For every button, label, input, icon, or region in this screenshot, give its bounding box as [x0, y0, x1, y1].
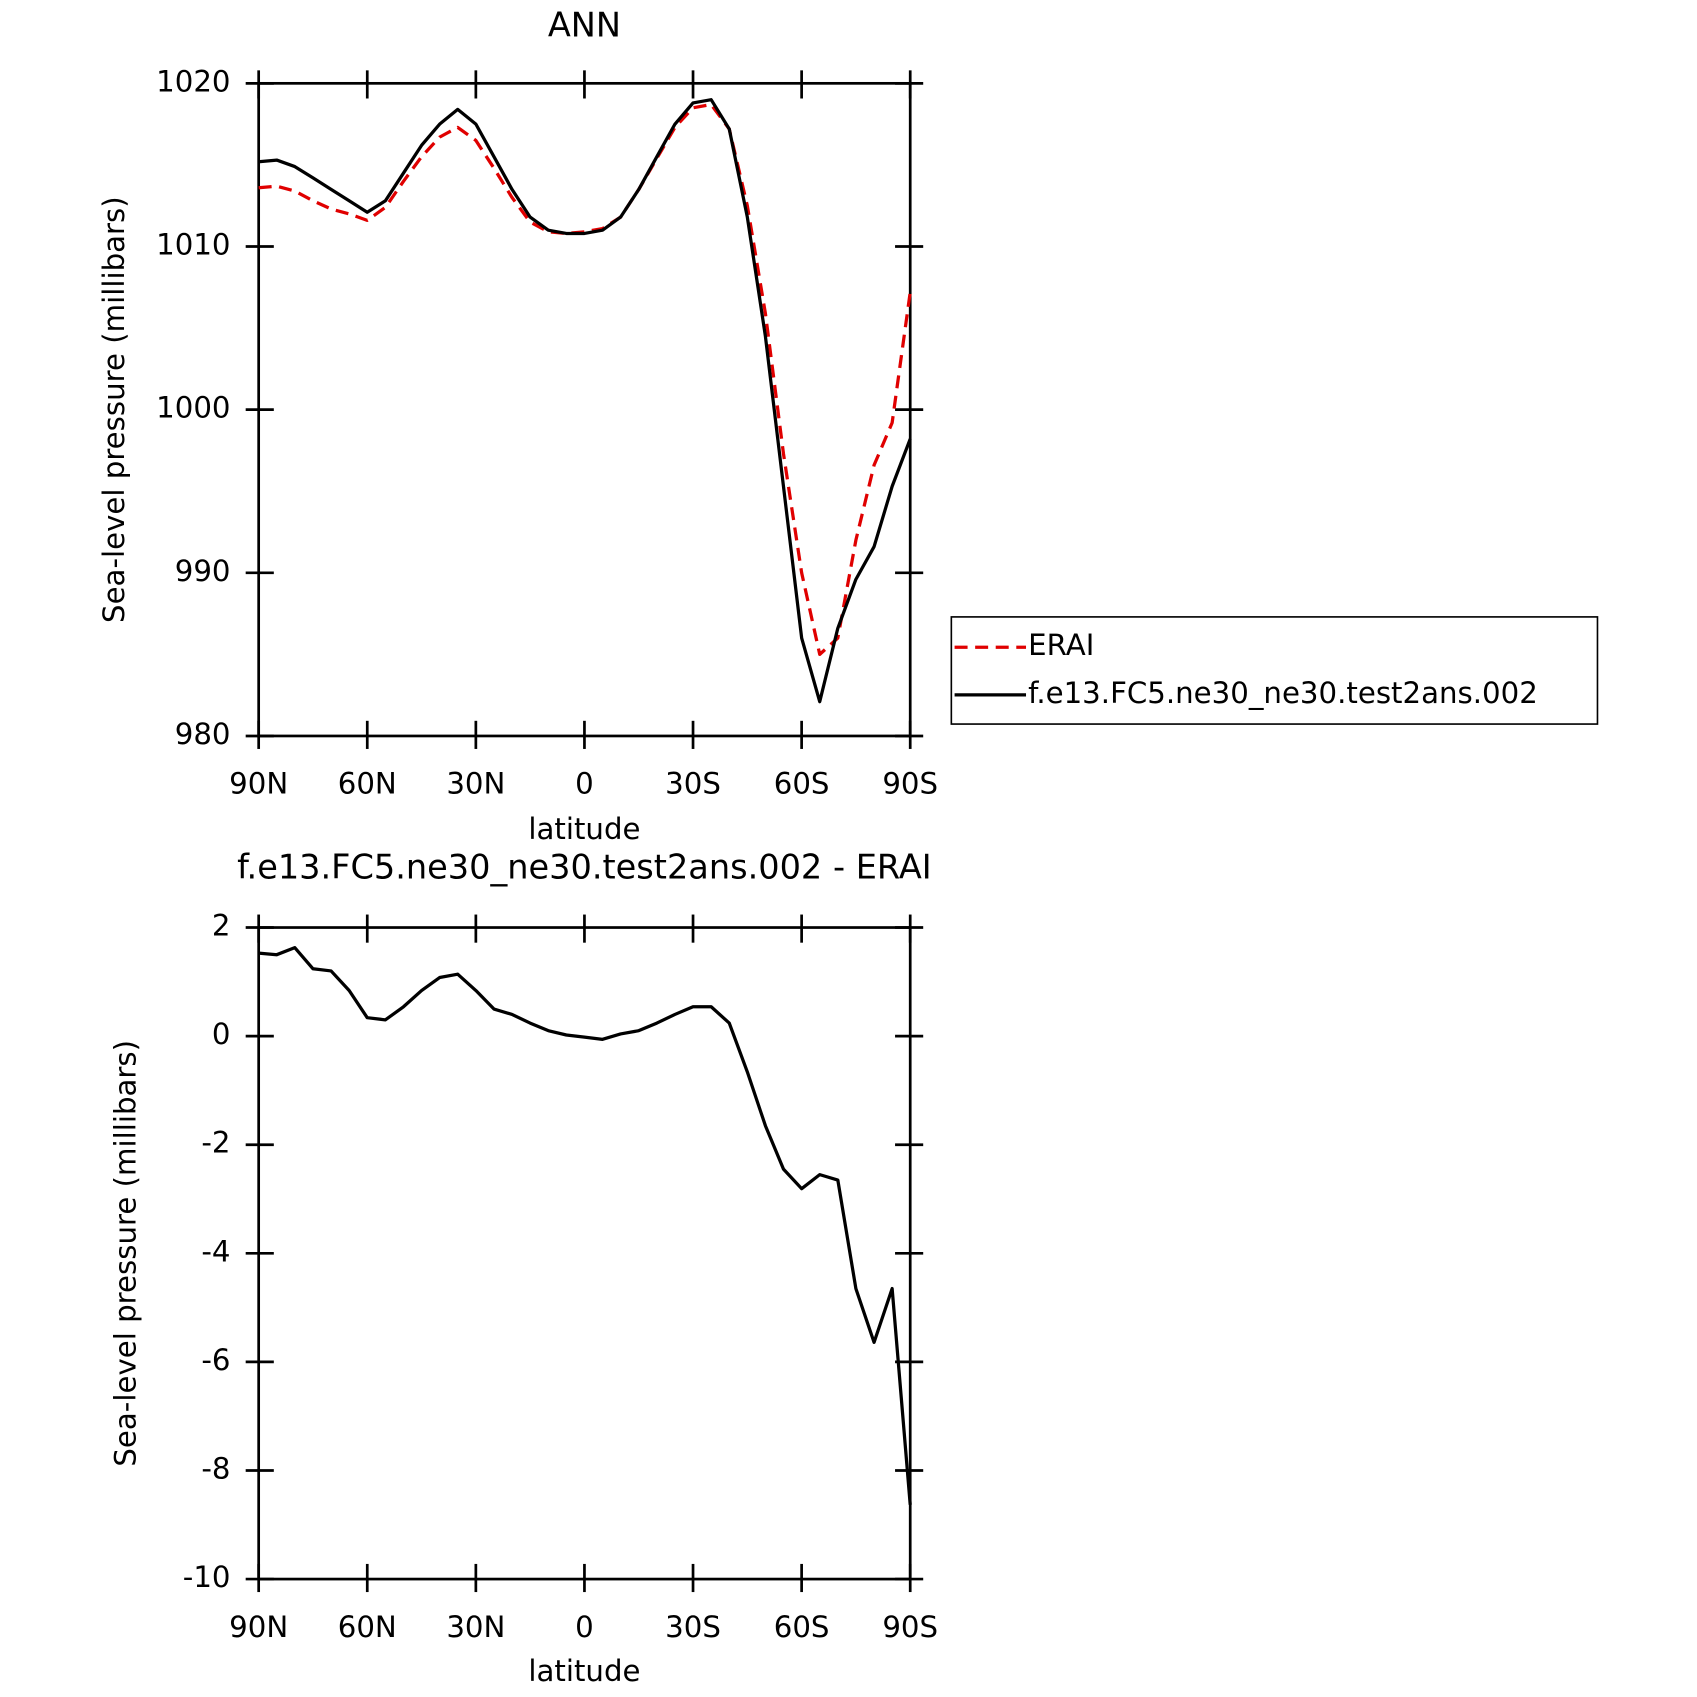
x-tick-label: 30S — [665, 1610, 721, 1644]
x-tick-label: 60N — [338, 1610, 397, 1644]
x-tick-label: 60S — [774, 767, 830, 801]
x-tick-label: 90N — [229, 767, 288, 801]
series-line — [258, 98, 912, 704]
y-tick-label: 0 — [212, 1017, 231, 1051]
x-tick-label: 30S — [665, 767, 721, 801]
chart-title: ANN — [548, 6, 621, 45]
y-tick-label: 1020 — [156, 64, 230, 98]
x-tick-label: 90N — [229, 1610, 288, 1644]
x-tick-label: 30N — [446, 1610, 505, 1644]
y-tick-label: -6 — [201, 1343, 230, 1377]
x-tick-label: 30N — [446, 767, 505, 801]
x-tick-label: 90S — [882, 1610, 938, 1644]
plot-frame — [257, 926, 912, 1581]
legend-label: f.e13.FC5.ne30_ne30.test2ans.002 — [1028, 676, 1538, 710]
y-tick-label: 2 — [212, 909, 231, 943]
y-axis-label: Sea-level pressure (millibars) — [109, 1040, 143, 1467]
y-tick-label: -4 — [201, 1234, 230, 1268]
plot-area: ANN latitude Sea-level pressure (millibars… — [97, 6, 1599, 1688]
y-tick-label: 1010 — [156, 227, 230, 261]
x-tick-label: 0 — [575, 1610, 594, 1644]
legend-box — [950, 616, 1599, 725]
y-tick-label: -8 — [201, 1451, 230, 1485]
x-axis-label: latitude — [528, 1654, 640, 1688]
x-tick-label: 90S — [882, 767, 938, 801]
chart-title: f.e13.FC5.ne30_ne30.test2ans.002 - ERAI — [237, 848, 932, 887]
y-tick-label: -10 — [183, 1560, 231, 1594]
y-axis-label: Sea-level pressure (millibars) — [97, 196, 131, 623]
y-tick-label: 1000 — [156, 391, 230, 425]
x-tick-label: 60S — [774, 1610, 830, 1644]
legend-label: ERAI — [1028, 628, 1094, 662]
y-tick-label: 990 — [175, 554, 231, 588]
x-axis-label: latitude — [528, 812, 640, 846]
series-line — [258, 946, 912, 1505]
plot-frame — [257, 81, 912, 738]
y-tick-label: -2 — [201, 1126, 230, 1160]
x-tick-label: 60N — [338, 767, 397, 801]
series-line — [258, 102, 912, 656]
x-tick-label: 0 — [575, 767, 594, 801]
y-tick-label: 980 — [175, 717, 231, 751]
